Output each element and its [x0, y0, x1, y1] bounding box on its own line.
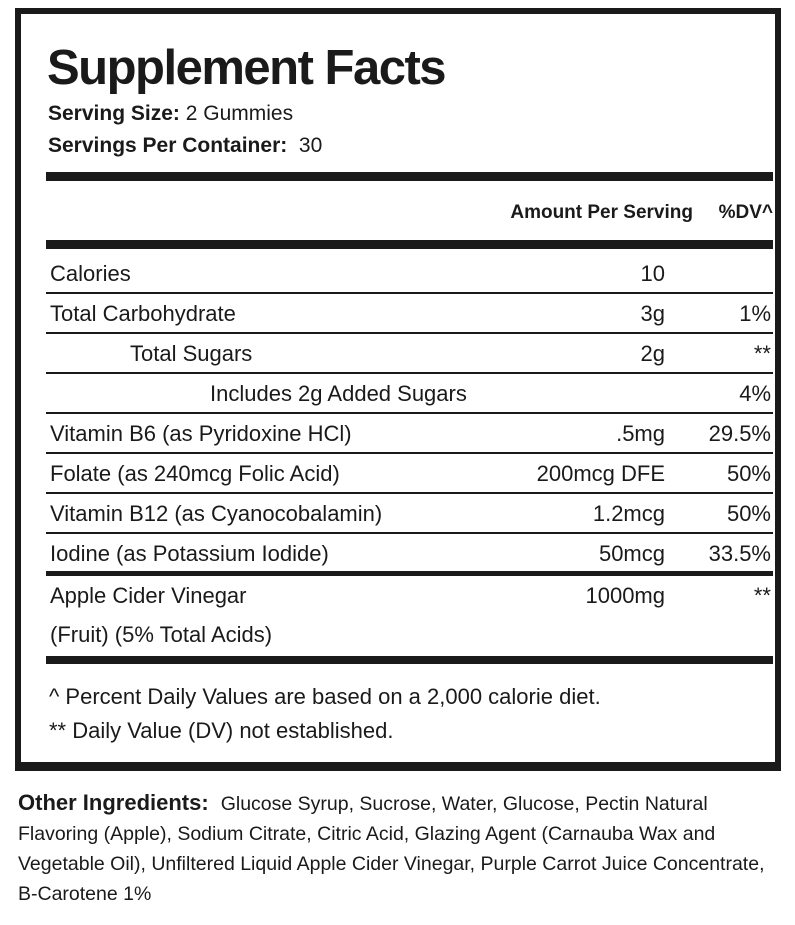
nutrient-dv: **	[753, 341, 771, 366]
nutrient-amount: 3g	[640, 301, 665, 326]
servings-per-container-label: Servings Per Container:	[48, 134, 288, 157]
servings-per-container: Servings Per Container: 30	[48, 134, 322, 158]
table-row: Vitamin B6 (as Pyridoxine HCl) .5mg 29.5%	[46, 414, 773, 454]
table-row: Includes 2g Added Sugars 4%	[46, 374, 773, 414]
nutrient-amount: 1000mg	[585, 583, 665, 608]
nutrient-amount: 50mcg	[598, 541, 665, 566]
nutrient-name: Vitamin B6 (as Pyridoxine HCl)	[50, 421, 352, 446]
table-row: Folate (as 240mcg Folic Acid) 200mcg DFE 5…	[46, 454, 773, 494]
table-row: Total Carbohydrate 3g 1%	[46, 294, 773, 334]
nutrient-dv: 33.5%	[708, 541, 771, 566]
supplement-facts-panel: Supplement Facts Serving Size: 2 Gummies…	[15, 8, 781, 771]
nutrient-dv: 50%	[726, 461, 771, 486]
serving-size: Serving Size: 2 Gummies	[48, 102, 293, 126]
nutrient-name: Iodine (as Potassium Iodide)	[50, 541, 329, 566]
column-header: Amount Per Serving %DV^	[46, 202, 773, 232]
footnote-dv: ^ Percent Daily Values are based on a 2,…	[49, 684, 601, 709]
table-row: Total Sugars 2g **	[46, 334, 773, 374]
nutrient-name: Total Sugars	[130, 341, 253, 366]
servings-per-container-value: 30	[298, 134, 323, 157]
panel-title: Supplement Facts	[47, 41, 447, 95]
nutrient-amount: 10	[640, 261, 665, 286]
nutrient-dv: 1%	[739, 301, 771, 326]
nutrient-name: Apple Cider Vinegar	[50, 583, 247, 608]
table-row: Apple Cider Vinegar (Fruit) (5% Total Aci…	[46, 576, 773, 658]
footnote-not-established: ** Daily Value (DV) not established.	[49, 718, 394, 743]
nutrient-amount: 2g	[640, 341, 665, 366]
nutrient-name: Calories	[50, 261, 131, 286]
divider	[46, 656, 773, 664]
nutrient-dv: 29.5%	[708, 421, 771, 446]
other-ingredients-list: Glucose Syrup, Sucrose, Water, Glucose, …	[18, 793, 765, 905]
table-row: Calories 10	[46, 254, 773, 294]
divider	[46, 172, 773, 181]
nutrient-amount: 200mcg DFE	[536, 461, 665, 486]
nutrient-name: Includes 2g Added Sugars	[210, 381, 467, 406]
nutrient-dv: 50%	[726, 501, 771, 526]
nutrient-name: Total Carbohydrate	[50, 301, 236, 326]
table-row: Iodine (as Potassium Iodide) 50mcg 33.5%	[46, 534, 773, 576]
nutrient-amount: .5mg	[616, 421, 665, 446]
nutrient-name: Folate (as 240mcg Folic Acid)	[50, 461, 340, 486]
other-ingredients: Other Ingredients: Glucose Syrup, Sucrose…	[18, 788, 788, 909]
amount-header: Amount Per Serving	[510, 202, 693, 223]
nutrient-dv: **	[753, 583, 771, 608]
table-row: Vitamin B12 (as Cyanocobalamin) 1.2mcg 50%	[46, 494, 773, 534]
nutrient-dv: 4%	[739, 381, 771, 406]
nutrient-name: Vitamin B12 (as Cyanocobalamin)	[50, 501, 383, 526]
nutrient-name-detail: (Fruit) (5% Total Acids)	[50, 622, 273, 647]
serving-size-label: Serving Size:	[48, 102, 180, 125]
other-ingredients-label: Other Ingredients:	[18, 790, 209, 815]
serving-size-value: 2 Gummies	[185, 102, 294, 125]
divider	[46, 240, 773, 249]
nutrient-amount: 1.2mcg	[592, 501, 665, 526]
nutrient-table: Calories 10 Total Carbohydrate 3g 1% Total …	[46, 254, 773, 658]
dv-header: %DV^	[718, 202, 773, 223]
